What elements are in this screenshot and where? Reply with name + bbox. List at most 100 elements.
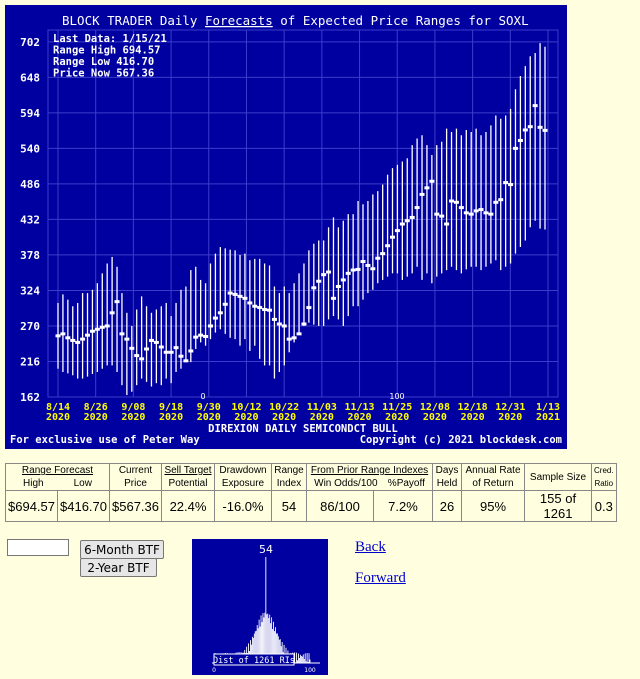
prior-range-header: From Prior Range Indexes Win Odds/100 %Pa…: [306, 463, 433, 491]
x-tick-label: 8/14: [46, 402, 70, 413]
price-marker: [99, 325, 105, 329]
price-marker: [247, 301, 253, 305]
price-marker: [109, 311, 115, 315]
marker-hundred: 100: [389, 392, 404, 401]
annual-rate-header: Annual Rate of Return: [461, 463, 525, 491]
price-marker: [453, 200, 459, 204]
forward-link[interactable]: Forward: [355, 570, 406, 586]
x-tick-label-year: 2020: [159, 412, 183, 423]
price-marker: [291, 336, 297, 340]
price-marker: [286, 337, 292, 341]
price-marker: [429, 179, 435, 183]
win-odds-value: 86/100: [306, 490, 374, 522]
price-marker: [281, 324, 287, 328]
price-marker: [449, 199, 455, 203]
range-index-header: Range Index: [271, 463, 307, 491]
forecast-chart-svg: BLOCK TRADER Daily Forecasts of Expected…: [10, 13, 562, 446]
current-price-header: Current Price: [109, 463, 162, 491]
x-tick-label-year: 2020: [197, 412, 221, 423]
price-marker: [508, 183, 514, 187]
histogram-bars: [213, 557, 311, 663]
price-marker: [65, 336, 71, 340]
drawdown-value: -16.0%: [214, 490, 272, 522]
price-marker: [488, 212, 494, 216]
price-marker: [242, 296, 248, 300]
stats-line: Last Data: 1/15/21: [53, 33, 167, 45]
price-marker: [257, 306, 263, 310]
price-marker: [70, 338, 76, 342]
btf-input[interactable]: [7, 539, 69, 556]
forecast-chart: BLOCK TRADER Daily Forecasts of Expected…: [5, 5, 567, 449]
price-marker: [301, 322, 307, 326]
histogram-label-box: [213, 653, 295, 666]
range-high-value: $694.57: [5, 490, 58, 522]
histogram-axis-max: 100: [304, 667, 316, 674]
current-price-value: $567.36: [109, 490, 162, 522]
x-tick-label-year: 2020: [121, 412, 145, 423]
price-marker: [232, 292, 238, 296]
price-marker: [227, 291, 233, 295]
footer-right: Copyright (c) 2021 blockdesk.com: [360, 434, 562, 446]
forecasts-link[interactable]: Forecasts: [205, 13, 273, 28]
x-tick-label-year: 2020: [461, 412, 485, 423]
cred-ratio-header: Cred. Ratio: [591, 463, 617, 491]
stats-line: Price Now 567.36: [53, 68, 154, 80]
price-marker: [252, 304, 258, 308]
price-marker: [193, 335, 199, 339]
price-marker: [478, 208, 484, 212]
price-marker: [85, 333, 91, 337]
y-tick-label: 216: [20, 355, 40, 368]
payoff-value: 7.2%: [373, 490, 433, 522]
price-marker: [458, 206, 464, 210]
price-marker: [380, 252, 386, 256]
price-marker: [178, 354, 184, 358]
price-marker: [330, 296, 336, 300]
price-marker: [75, 340, 81, 344]
price-marker: [517, 138, 523, 142]
x-tick-label-year: 2020: [272, 412, 296, 423]
price-marker: [390, 235, 396, 239]
x-tick-label-year: 2020: [46, 412, 70, 423]
two-year-btf-button[interactable]: 2-Year BTF: [80, 558, 157, 577]
price-marker: [114, 300, 120, 304]
price-marker: [498, 198, 504, 202]
price-marker: [463, 211, 469, 215]
price-marker: [198, 333, 204, 337]
histogram-label: Dist of 1261 RIs: [213, 656, 295, 666]
price-marker: [217, 311, 223, 315]
histogram-axis-min: 0: [212, 667, 216, 674]
price-marker: [424, 186, 430, 190]
price-marker: [212, 316, 218, 320]
price-marker: [124, 337, 130, 341]
price-marker: [139, 357, 145, 361]
price-marker: [222, 302, 228, 306]
days-held-value: 26: [432, 490, 462, 522]
price-marker: [503, 181, 509, 185]
y-tick-label: 270: [20, 320, 40, 333]
price-marker: [399, 222, 405, 226]
price-marker: [158, 345, 164, 349]
price-marker: [414, 206, 420, 210]
plot-area: 1622162703243784324865405946487028/14202…: [20, 29, 560, 435]
back-link[interactable]: Back: [355, 539, 386, 555]
sell-target-value: 22.4%: [161, 490, 215, 522]
sell-target-header: Sell Target Potential: [161, 463, 215, 491]
x-tick-label-year: 2020: [385, 412, 409, 423]
price-marker: [434, 212, 440, 216]
x-tick-label: 11/03: [307, 402, 337, 413]
chart-title: BLOCK TRADER Daily Forecasts of Expected…: [62, 13, 529, 28]
price-marker: [512, 146, 518, 150]
price-marker: [340, 278, 346, 282]
days-held-header: Days Held: [432, 463, 462, 491]
price-marker: [271, 317, 277, 321]
price-marker: [119, 332, 125, 336]
sample-size-header: Sample Size: [524, 463, 592, 491]
six-month-btf-button[interactable]: 6-Month BTF: [80, 540, 164, 559]
price-marker: [335, 285, 341, 289]
y-tick-label: 324: [20, 284, 40, 297]
price-marker: [55, 334, 61, 338]
price-marker: [360, 260, 366, 264]
price-marker: [207, 324, 213, 328]
histogram-svg: 54 Dist of 1261 RIs 0 100: [212, 543, 320, 674]
sample-size-value: 155 of 1261: [524, 490, 592, 522]
